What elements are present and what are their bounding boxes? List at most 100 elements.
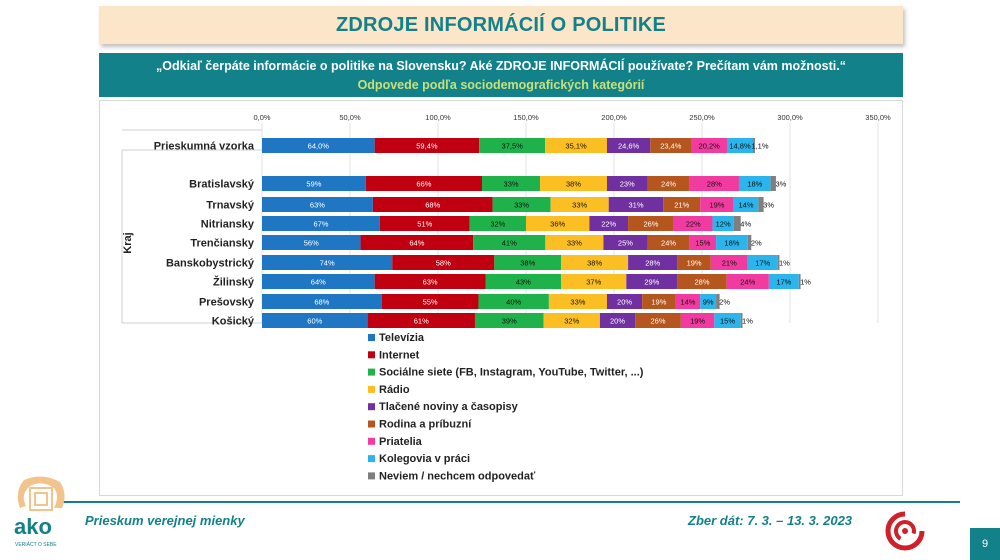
bar-segment [758,197,764,212]
data-label: 41% [502,239,517,248]
bar-segment [550,197,609,212]
bar-segment [379,216,470,231]
bar-segment [482,176,541,191]
bar-segment [589,216,629,231]
data-label: 21% [674,201,689,210]
bar-segment [372,197,493,212]
data-label: 67% [313,220,328,229]
bar-segment [561,255,629,270]
bar-segment [485,274,562,289]
data-label: 32% [564,317,579,326]
bar-segment [374,138,480,153]
data-label: 56% [304,239,319,248]
data-label: 18% [747,180,762,189]
chart-frame: 0,0% 50,0% 100,0% 150,0% 200,0% 250,0% 300,0% 3… [99,100,903,496]
bar-segment [635,313,681,328]
bar-segment [677,274,727,289]
data-label: 2% [751,239,762,248]
bar-segment [606,138,651,153]
data-label: 20% [617,298,632,307]
bar-segment [365,176,482,191]
bar-segment [367,313,475,328]
bar-segment [561,274,627,289]
bar-segment [262,313,368,328]
data-label: 2% [719,298,730,307]
x-tick-label: 350,0% [865,113,891,122]
ako-logo: ako VERIÁCT O SEBE [14,476,65,548]
bar-segment [606,176,648,191]
bar-segment [626,274,678,289]
bar-segment [716,294,720,309]
x-tick-label: 300,0% [777,113,803,122]
data-label: 33% [504,180,519,189]
data-label: 23% [620,180,635,189]
footer-survey-label: Prieskum verejnej mienky [85,513,245,528]
legend-entry: Priatelia [379,436,423,448]
data-label: 59,4% [416,142,438,151]
legend-entry: Sociálne siete (FB, Instagram, YouTube, … [379,367,644,379]
data-label: 31% [628,201,643,210]
category-label: Žilinský [213,276,255,289]
bar-segment [262,216,380,231]
data-label: 15% [720,317,735,326]
data-label: 38% [520,259,535,268]
x-tick-label: 50,0% [339,113,361,122]
category-label: Banskobystrický [166,258,255,270]
title-banner: ZDROJE INFORMÁCIÍ O POLITIKE [99,6,903,44]
bar-segment [606,294,643,309]
bar-segment [479,138,546,153]
bar-segment [663,197,701,212]
bar-segment [680,313,715,328]
bar-segment [770,176,776,191]
data-label: 15% [695,239,710,248]
focus-logo-icon [885,511,925,551]
data-label: 14,8% [729,142,751,151]
data-label: 20,2% [699,142,721,151]
data-label: 12% [716,220,731,229]
data-label: 39% [502,317,517,326]
bar-segment [262,176,366,191]
data-label: 17% [755,259,770,268]
data-label: 28% [694,278,709,287]
data-label: 74% [320,259,335,268]
bar-segment [753,138,755,153]
legend-entry: Neviem / nechcem odpovedať [379,470,536,482]
bar-segment [628,255,678,270]
bar-segment [747,255,778,270]
data-label: 17% [776,278,791,287]
data-label: 28% [707,180,722,189]
data-label: 1% [800,278,811,287]
data-label: 63% [310,201,325,210]
category-label: Košický [212,316,255,328]
bar-segment [478,294,549,309]
data-label: 64% [409,239,424,248]
bar-segment [360,235,474,250]
legend-entry: Internet [379,349,420,361]
legend-entry: Kolegovia v práci [379,453,470,465]
question-text: „Odkiaľ čerpáte informácie o politike na… [156,59,846,73]
data-label: 9% [703,298,714,307]
data-label: 37% [586,278,601,287]
legend-swatch [368,368,375,376]
bar-segment [689,235,717,250]
legend-entry: Rádio [379,384,410,396]
data-label: 19% [687,259,702,268]
data-label: 1% [742,317,753,326]
bar-segment [474,313,544,328]
bar-segment [733,197,759,212]
bar-segment [262,255,393,270]
legend-swatch [368,437,375,445]
data-label: 58% [436,259,451,268]
legend-entry: Rodina a príbuzní [379,419,472,431]
data-label: 19% [690,317,705,326]
legend-swatch [368,472,375,480]
category-label: Prieskumná vzorka [154,141,255,153]
data-label: 22% [601,220,616,229]
data-label: 59% [306,180,321,189]
category-label: Trnavský [206,200,255,212]
footer-dates: Zber dát: 7. 3. – 13. 3. 2023 [688,513,853,528]
y-group-label: Kraj [122,232,134,253]
x-tick-label: 0,0% [253,113,270,122]
data-label: 28% [645,259,660,268]
bar-segment [691,138,727,153]
